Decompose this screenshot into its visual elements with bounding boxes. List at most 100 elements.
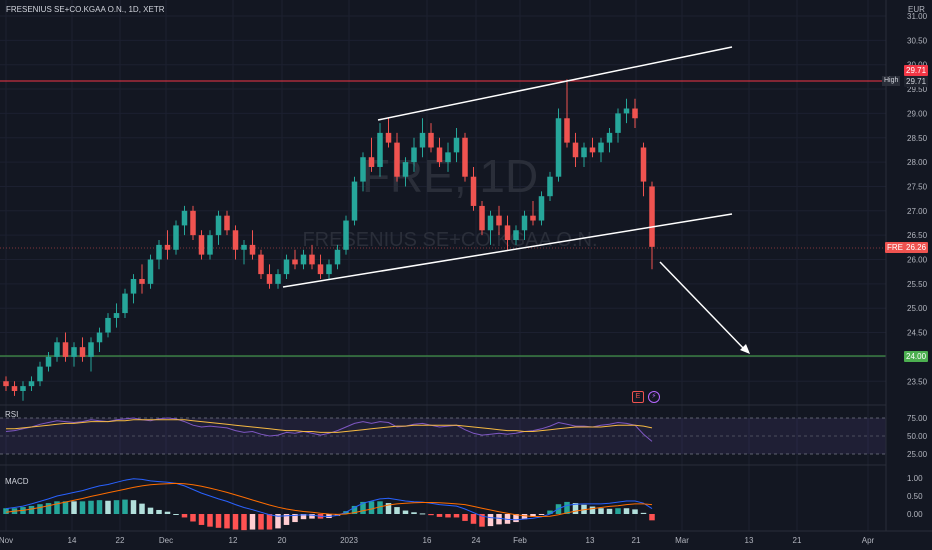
price-tick-label: 25.50 [907, 280, 928, 289]
macd-histogram-bar [275, 514, 281, 529]
time-tick-label: 22 [116, 536, 125, 545]
time-tick-label: 14 [68, 536, 77, 545]
macd-histogram-bar [530, 514, 536, 517]
candle-body [88, 342, 94, 357]
macd-histogram-bar [62, 501, 69, 514]
candle-body [190, 210, 196, 236]
macd-histogram-bar [547, 510, 553, 514]
watermark-name: FRESENIUS SE+CO.KGAA O.N. [302, 229, 597, 251]
macd-tick-label: 1.00 [907, 474, 923, 483]
candle-body [3, 381, 9, 387]
candle-body [45, 356, 52, 367]
candle-body [377, 132, 383, 167]
candle-body [122, 293, 128, 314]
macd-histogram-bar [232, 514, 239, 530]
candle-body [436, 147, 443, 163]
last-price-badge: 26.26 [904, 242, 929, 253]
price-tick-label: 31.00 [907, 12, 928, 21]
candle-body [283, 259, 290, 275]
candle-body [530, 215, 536, 221]
price-tick-label: 29.00 [907, 109, 928, 118]
time-tick-label: Nov [0, 536, 13, 545]
price-tick-label: 26.50 [907, 231, 928, 240]
time-tick-label: 13 [586, 536, 595, 545]
candle-body [156, 244, 162, 260]
macd-histogram-bar [88, 500, 94, 514]
candle-body [513, 230, 519, 241]
time-tick-label: Dec [159, 536, 173, 545]
macd-histogram-bar [249, 514, 256, 530]
macd-histogram-bar [521, 514, 528, 520]
candle-body [360, 157, 366, 182]
channel-lower-line [282, 213, 733, 288]
macd-histogram-bar [122, 499, 128, 514]
earnings-event-icon[interactable]: E [632, 391, 644, 403]
macd-histogram-bar [54, 501, 60, 514]
macd-histogram-bar [139, 503, 145, 514]
rsi-ma-line [6, 419, 653, 433]
currency-label: EUR [908, 5, 925, 14]
symbol-header[interactable]: FRESENIUS SE+CO.KGAA O.N., 1D, XETR [6, 5, 165, 14]
price-tick-label: 27.00 [907, 207, 928, 216]
time-tick-label: 2023 [340, 536, 358, 545]
macd-signal-line [5, 482, 653, 517]
candle-body [249, 244, 256, 255]
candle-body [547, 176, 553, 197]
time-tick-label: 24 [472, 536, 481, 545]
macd-histogram-bar [589, 506, 596, 514]
macd-histogram-bar [79, 501, 86, 514]
macd-histogram-bar [164, 511, 171, 514]
candle-body [232, 230, 239, 250]
macd-histogram-bar [3, 508, 9, 514]
macd-histogram-bar [606, 508, 613, 514]
candle-body [71, 347, 77, 357]
candle-body [428, 132, 434, 148]
candlestick-series [3, 79, 655, 401]
resistance-price-badge: 29.71 [904, 65, 929, 76]
candle-body [394, 142, 400, 177]
macd-histogram-bar [411, 512, 417, 514]
macd-histogram-bar [37, 504, 43, 514]
candle-body [28, 381, 35, 387]
macd-histogram-bar [215, 514, 222, 528]
rsi-line [5, 417, 653, 442]
dividend-event-icon[interactable]: ⚡ [648, 391, 660, 403]
macd-histogram-bar [309, 514, 315, 519]
macd-histogram-bar [292, 514, 298, 523]
time-tick-label: 20 [278, 536, 287, 545]
macd-histogram-bar [181, 514, 188, 518]
macd-histogram-bar [623, 508, 630, 514]
macd-histogram-bar [402, 510, 409, 514]
rsi-tick-label: 75.00 [907, 414, 928, 423]
candle-body [343, 220, 349, 250]
macd-histogram-bar [470, 514, 477, 524]
candle-body [181, 210, 188, 226]
candle-body [402, 162, 409, 177]
macd-histogram-bar [564, 501, 570, 514]
price-tick-label: 28.50 [907, 134, 928, 143]
macd-label[interactable]: MACD [5, 477, 29, 486]
macd-axis: 1.00 0.50 0.00 [907, 474, 923, 519]
candle-body [385, 132, 392, 143]
candle-body [11, 386, 18, 391]
rsi-label[interactable]: RSI [5, 410, 19, 419]
candle-body [20, 386, 26, 391]
candle-body [79, 347, 86, 357]
macd-histogram-bar [198, 514, 205, 525]
candle-body [62, 342, 69, 357]
macd-histogram-bar [130, 500, 137, 514]
macd-histogram-bar [513, 514, 519, 523]
candle-body [615, 113, 621, 133]
macd-histogram-bar [377, 501, 383, 514]
macd-histogram-bar [207, 514, 213, 527]
candle-body [37, 366, 43, 382]
candle-body [419, 132, 426, 148]
channel-upper-line [377, 46, 733, 121]
candle-body [632, 108, 638, 119]
candle-body [241, 244, 247, 250]
support-price-badge: 24.00 [904, 351, 929, 362]
high-label: High [882, 76, 901, 86]
candle-body [215, 215, 222, 236]
time-tick-label: 21 [632, 536, 641, 545]
